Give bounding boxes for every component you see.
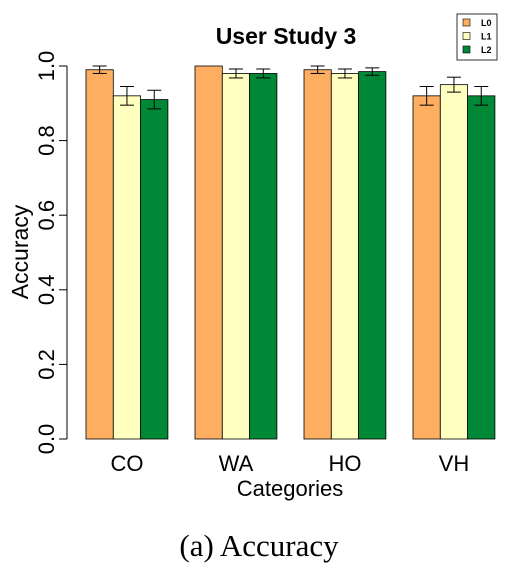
legend: L0 L1 L2: [456, 13, 498, 61]
bar-L1-HO: [330, 73, 359, 440]
bar-L2-WA: [249, 73, 278, 440]
x-tick-label: CO: [110, 451, 143, 476]
bar-L2-VH: [467, 95, 496, 440]
x-axis-label: Categories: [237, 476, 343, 501]
chart-title: User Study 3: [216, 23, 357, 49]
bar-L2-HO: [358, 71, 387, 440]
y-tick-label: 0.2: [34, 349, 59, 380]
figure-caption: (a) Accuracy: [179, 528, 339, 563]
y-tick-label: 0.6: [34, 200, 59, 231]
bar-L2-CO: [140, 99, 169, 440]
y-tick-label: 0.4: [34, 275, 59, 306]
bar-L0-WA: [194, 65, 223, 440]
legend-swatch-L1: [462, 32, 471, 40]
legend-label-L1: L1: [481, 32, 492, 42]
y-axis-label: Accuracy: [7, 204, 33, 299]
bar-L1-VH: [439, 84, 468, 440]
y-tick-label: 0.0: [34, 424, 59, 455]
bar-L0-HO: [303, 69, 332, 440]
bar-L0-CO: [85, 69, 114, 440]
x-tick-label: VH: [439, 451, 470, 476]
legend-swatch-L2: [462, 45, 471, 54]
y-tick-label: 1.0: [34, 51, 59, 82]
bar-L1-WA: [221, 73, 251, 440]
legend-swatch-L0: [462, 18, 471, 27]
x-tick-label: WA: [219, 451, 254, 476]
y-tick-label: 0.8: [34, 125, 59, 156]
legend-label-L0: L0: [481, 18, 492, 28]
x-tick-label: HO: [328, 451, 361, 476]
plot-area: 0.0 0.2 0.4 0.6 0.8 1.0 CO WA HO VH: [34, 51, 496, 476]
bar-L1-CO: [112, 95, 142, 440]
legend-label-L2: L2: [481, 45, 492, 55]
bar-L0-VH: [412, 95, 441, 440]
chart: User Study 3 0.00.20.40.60.81.0CO WA HO VH …: [7, 13, 498, 501]
